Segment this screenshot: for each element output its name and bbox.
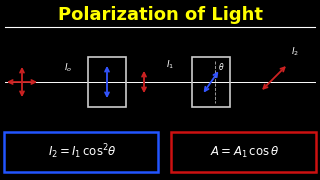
Text: $\theta$: $\theta$ <box>218 62 224 73</box>
Text: Polarization of Light: Polarization of Light <box>58 6 262 24</box>
Text: $I_1$: $I_1$ <box>166 59 174 71</box>
Bar <box>88 57 126 107</box>
Text: $A = A_1\,\cos\theta$: $A = A_1\,\cos\theta$ <box>210 144 280 159</box>
Text: $I_2 = I_1\,\cos^2\!\theta$: $I_2 = I_1\,\cos^2\!\theta$ <box>48 143 116 161</box>
Bar <box>192 57 230 107</box>
Text: $I_o$: $I_o$ <box>64 62 72 74</box>
Text: $I_2$: $I_2$ <box>291 46 299 58</box>
